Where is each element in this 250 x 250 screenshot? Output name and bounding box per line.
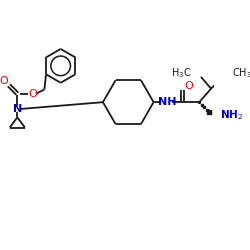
Text: CH$_3$: CH$_3$ [232,66,250,80]
Text: O: O [28,89,37,99]
Text: O: O [184,81,193,91]
Text: NH: NH [158,97,176,107]
Text: O: O [0,76,8,86]
Text: H$_3$C: H$_3$C [171,66,192,80]
Text: NH$_2$: NH$_2$ [220,108,242,122]
Text: N: N [13,104,22,114]
